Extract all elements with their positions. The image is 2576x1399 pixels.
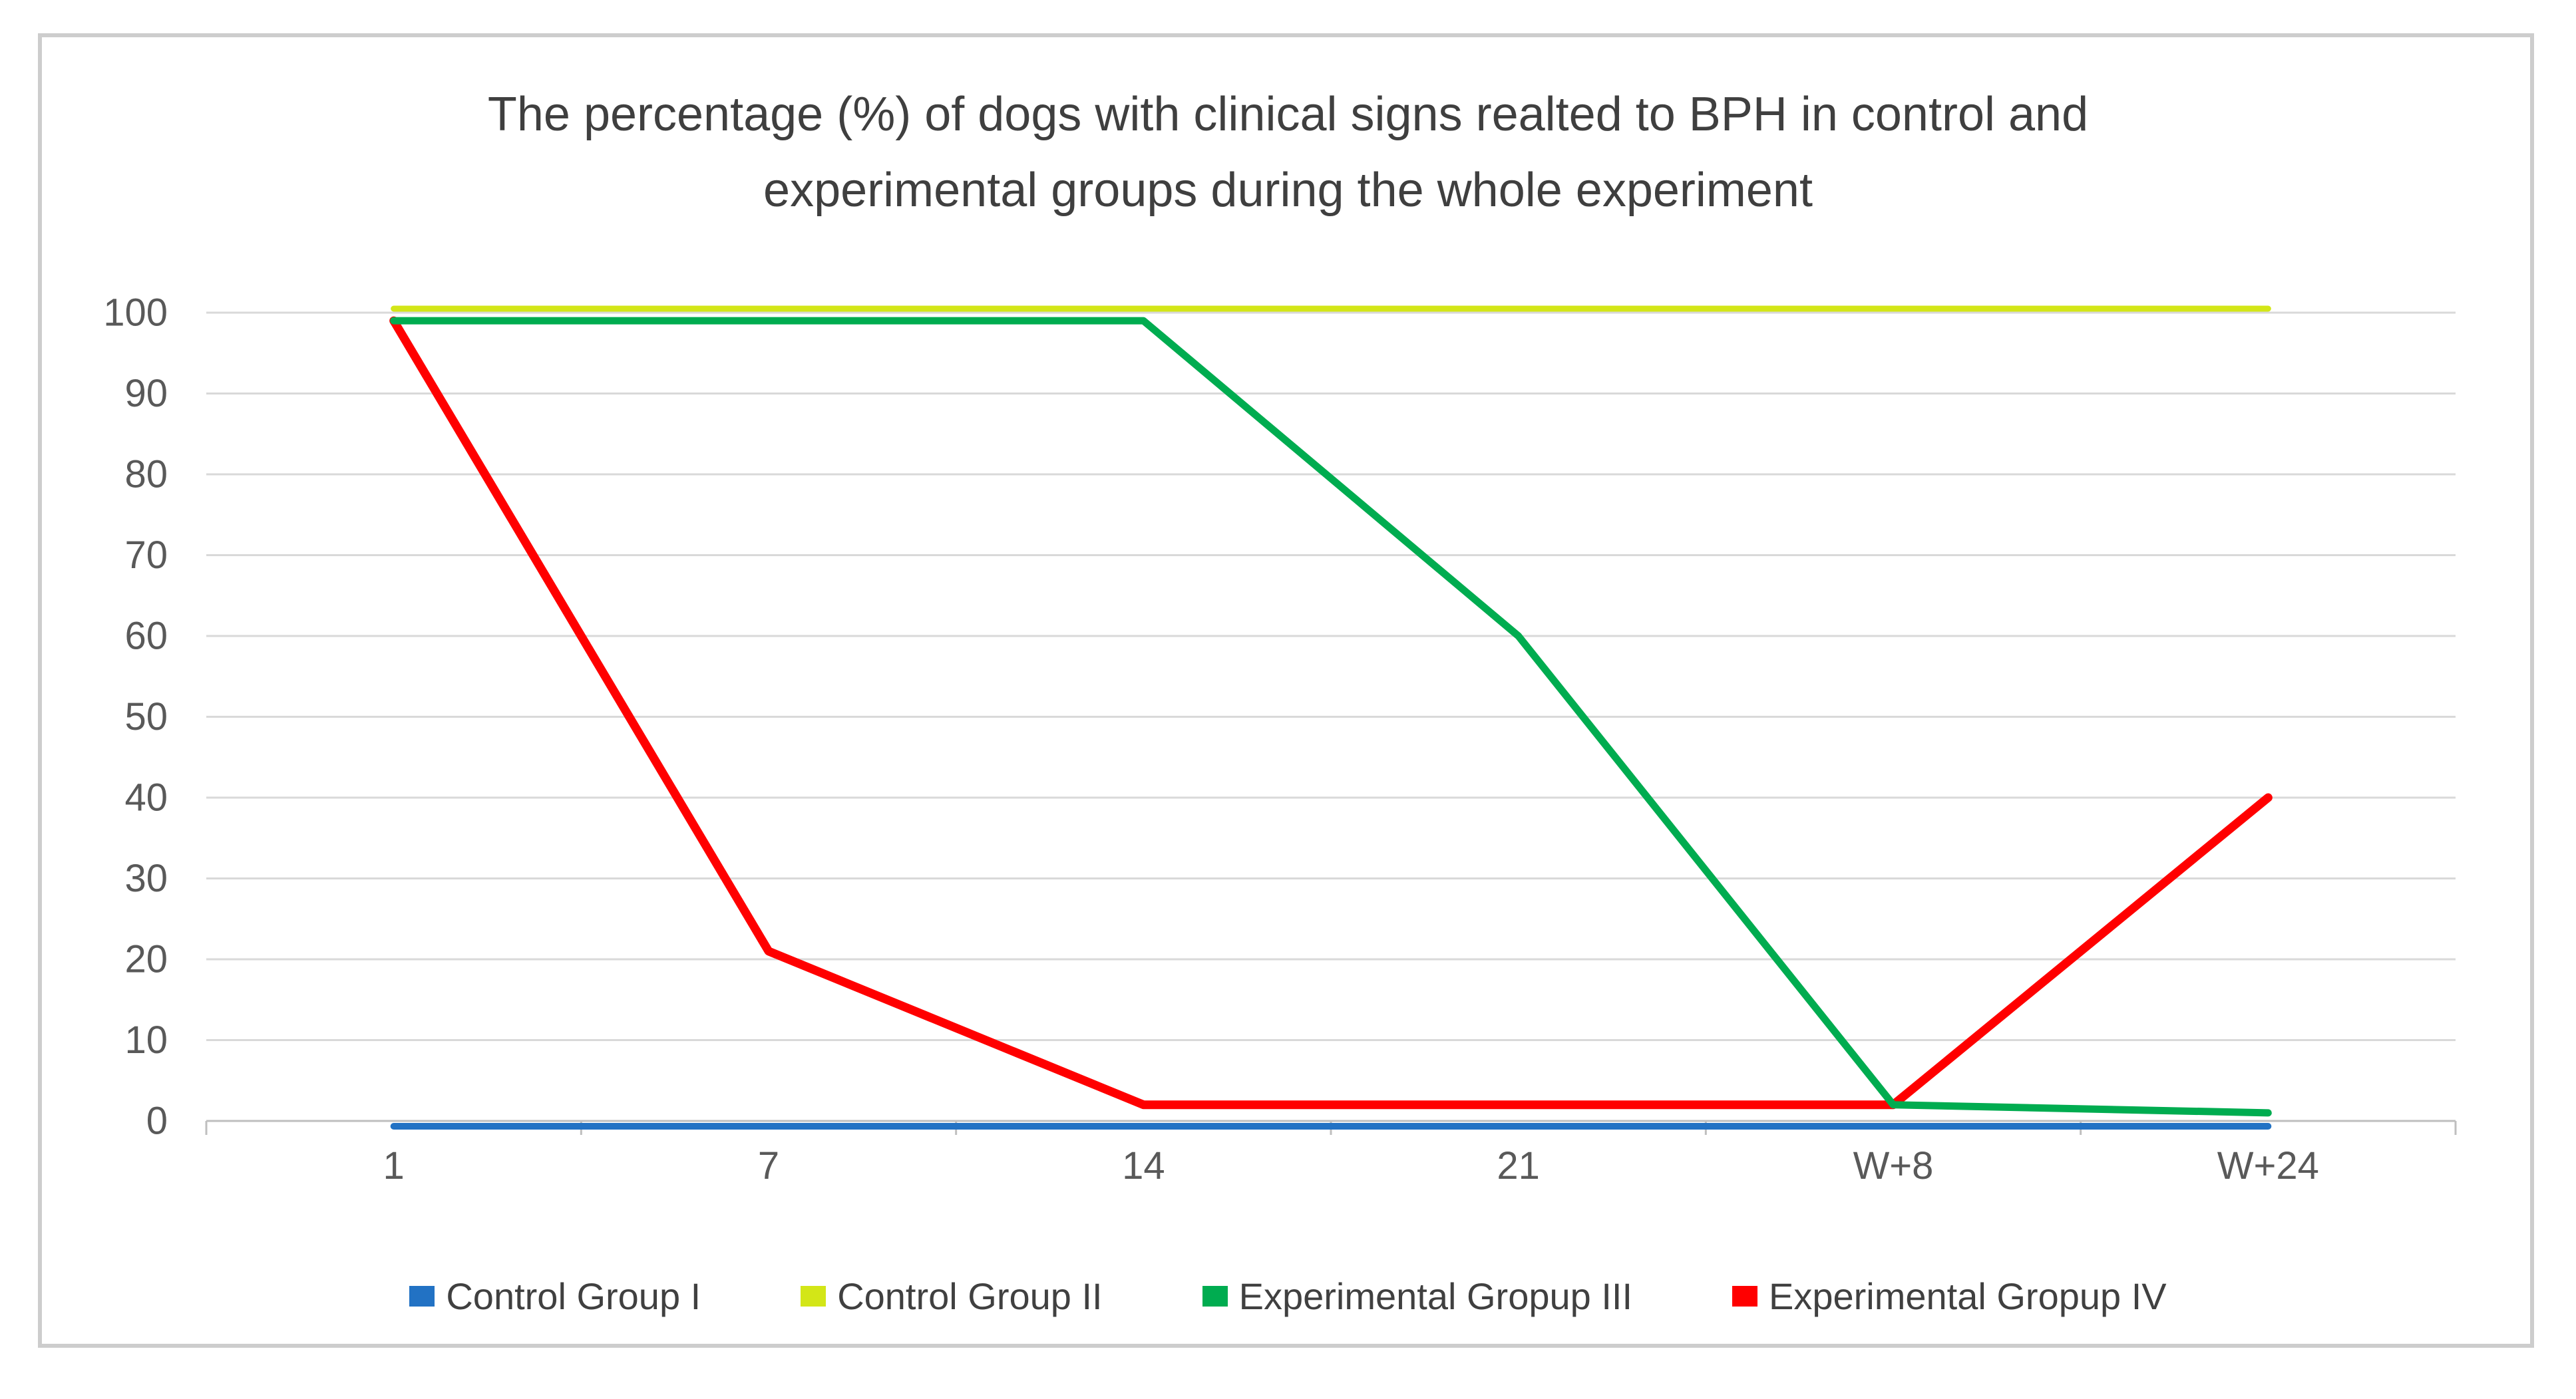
y-tick-label: 30	[124, 857, 168, 900]
legend-marker-control-group-ii-icon	[801, 1285, 827, 1307]
x-tick-label: W+24	[2217, 1144, 2319, 1187]
x-tick-label: 21	[1497, 1144, 1540, 1187]
x-tick-label: 7	[758, 1144, 779, 1187]
legend-label-control-group-ii: Control Group II	[837, 1275, 1103, 1317]
x-tick-label: 14	[1122, 1144, 1165, 1187]
chart-title: The percentage (%) of dogs with clinical…	[0, 77, 2576, 229]
y-tick-label: 70	[124, 534, 168, 577]
y-tick-label: 0	[146, 1100, 168, 1143]
y-tick-label: 10	[124, 1018, 168, 1062]
legend-item-control-group-ii: Control Group II	[801, 1275, 1103, 1318]
y-tick-label: 50	[124, 695, 168, 738]
legend-marker-experimental-gropup-iv-icon	[1732, 1285, 1757, 1307]
series-line-experimental-gropup-iv	[389, 316, 2273, 1110]
y-tick-label: 90	[124, 372, 168, 415]
legend-label-experimental-gropup-iv: Experimental Gropup IV	[1769, 1275, 2167, 1317]
legend-item-experimental-gropup-iii: Experimental Gropup III	[1202, 1275, 1632, 1318]
chart-title-text: The percentage (%) of dogs with clinical…	[487, 88, 2089, 217]
y-tick-label: 80	[124, 453, 168, 496]
legend-item-control-group-i: Control Group I	[409, 1275, 701, 1318]
y-tick-label: 100	[103, 291, 168, 335]
y-tick-label: 40	[124, 776, 168, 820]
legend-label-experimental-gropup-iii: Experimental Gropup III	[1238, 1275, 1632, 1317]
y-tick-label: 20	[124, 938, 168, 981]
legend: Control Group I Control Group II Experim…	[0, 1263, 2576, 1329]
x-tick-label: 1	[383, 1144, 405, 1187]
legend-marker-control-group-i-icon	[409, 1285, 435, 1307]
series-line-experimental-gropup-iii	[390, 317, 2272, 1117]
y-tick-label: 60	[124, 615, 168, 658]
legend-marker-experimental-gropup-iii-icon	[1202, 1285, 1228, 1307]
x-tick-label: W+8	[1853, 1144, 1934, 1187]
legend-item-experimental-gropup-iv: Experimental Gropup IV	[1732, 1275, 2167, 1318]
legend-label-control-group-i: Control Group I	[446, 1275, 701, 1317]
